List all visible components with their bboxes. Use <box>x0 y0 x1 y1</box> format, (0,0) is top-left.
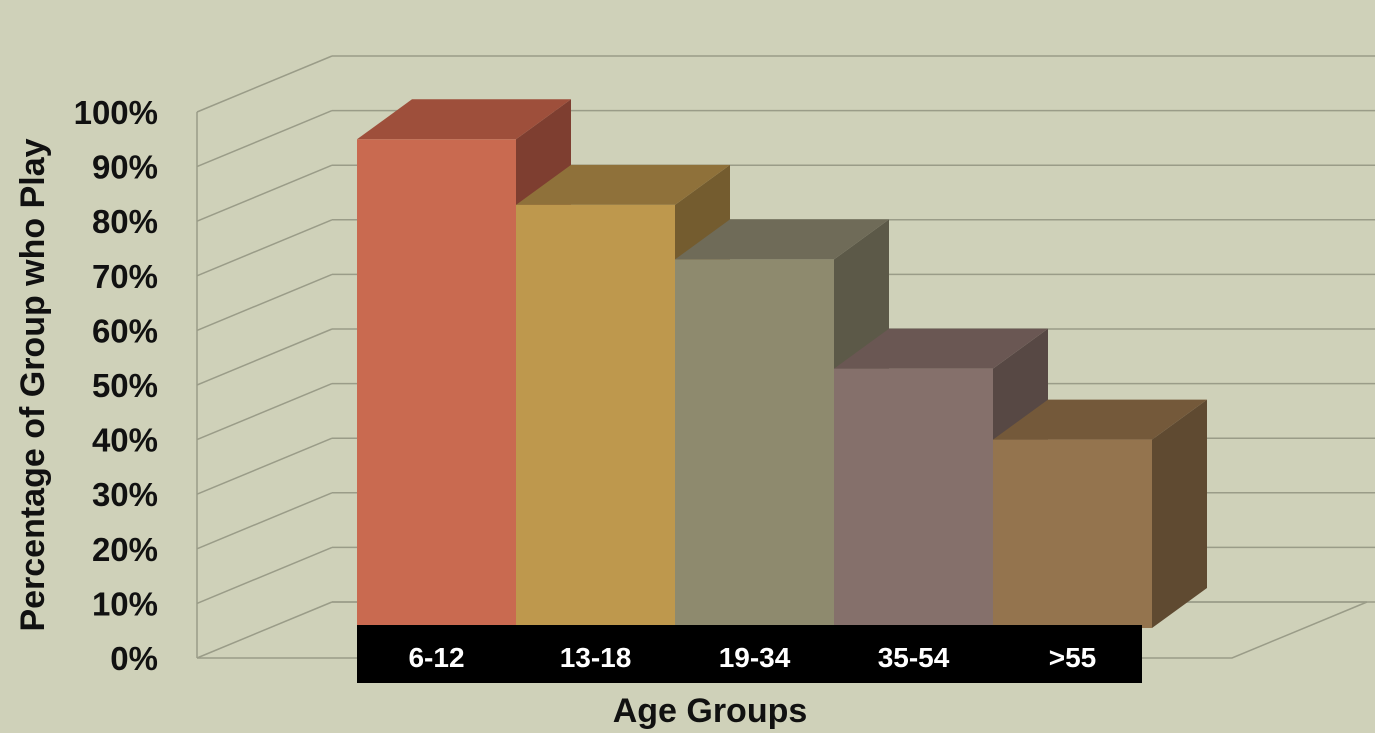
gridline-wall <box>196 601 333 659</box>
y-tick-label: 10% <box>92 585 158 622</box>
bar-front <box>516 204 675 628</box>
bar-front <box>357 139 516 629</box>
y-tick-label: 70% <box>92 258 158 295</box>
bar-side <box>1152 399 1207 628</box>
bar-top <box>675 219 889 260</box>
y-tick-label: 40% <box>92 422 158 459</box>
bar-front <box>993 439 1152 628</box>
bar-front <box>675 259 834 628</box>
x-tick-label: 35-54 <box>878 642 950 673</box>
y-tick-label: 90% <box>92 149 158 186</box>
bar-top <box>516 164 730 205</box>
x-tick-label: 19-34 <box>719 642 791 673</box>
y-tick-label: 100% <box>74 94 158 131</box>
y-tick-label: 20% <box>92 531 158 568</box>
y-tick-label: 50% <box>92 367 158 404</box>
gridline-wall <box>196 546 333 605</box>
category-label-band <box>357 625 1142 683</box>
gridline-wall <box>196 328 333 386</box>
bar->55 <box>993 399 1207 628</box>
bar-top <box>834 328 1048 369</box>
gridline-wall <box>196 55 333 113</box>
y-tick-label: 30% <box>92 476 158 513</box>
y-axis-ticks: 0% 10% 20% 30% 40% 50% 60% 70% 80% 90% 100% <box>74 94 158 677</box>
label-band <box>357 625 1142 683</box>
x-tick-label: >55 <box>1049 642 1097 673</box>
x-axis-title: Age Groups <box>613 692 808 730</box>
gridline-wall <box>196 492 333 550</box>
y-tick-label: 80% <box>92 203 158 240</box>
y-tick-label: 60% <box>92 312 158 349</box>
bar-top <box>993 399 1207 440</box>
bar-top <box>357 99 571 140</box>
bars <box>357 99 1207 629</box>
gridline-wall <box>196 219 333 277</box>
gridline-wall <box>196 437 333 495</box>
gridline-wall <box>196 164 333 222</box>
y-axis-title: Percentage of Group who Play <box>14 138 52 631</box>
gridline-wall <box>196 382 333 441</box>
x-tick-label: 13-18 <box>560 642 632 673</box>
x-tick-label: 6-12 <box>408 642 464 673</box>
gridline-wall <box>196 109 333 168</box>
x-axis-labels: 6-12 13-18 19-34 35-54 >55 <box>408 642 1096 673</box>
y-tick-label: 0% <box>110 640 158 677</box>
bar-front <box>834 368 993 628</box>
gridline-wall <box>196 273 333 332</box>
